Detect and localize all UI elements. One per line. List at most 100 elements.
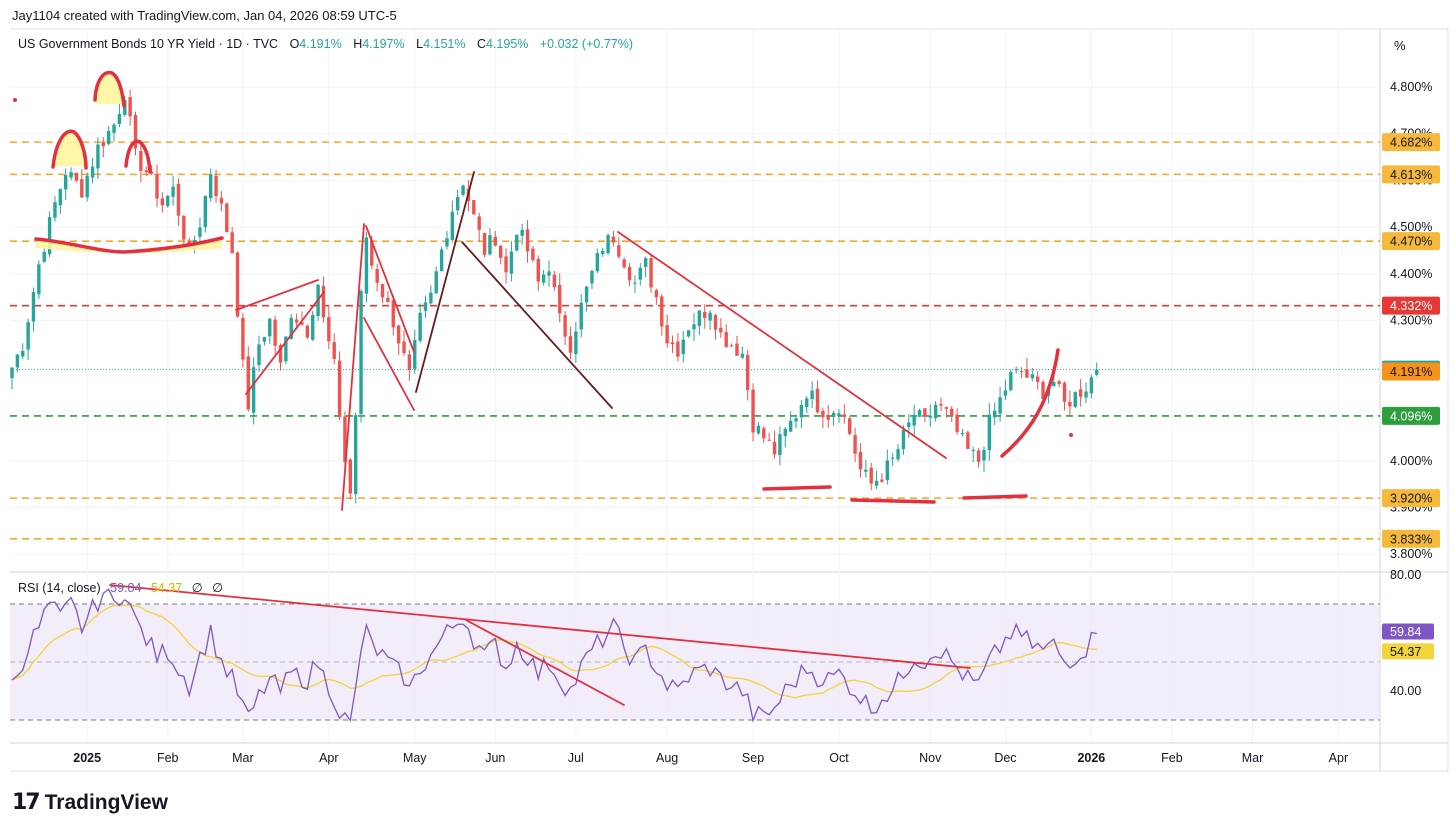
candle-body-135 xyxy=(735,343,739,356)
candle-body-51 xyxy=(284,336,288,362)
candle-body-4 xyxy=(31,292,36,322)
candle-body-185 xyxy=(1003,390,1008,396)
candle-body-141 xyxy=(767,439,771,441)
candle-body-31 xyxy=(176,183,181,216)
candle-body-86 xyxy=(472,200,476,215)
candle-body-134 xyxy=(729,345,734,347)
candle-body-138 xyxy=(751,389,755,433)
candle-body-107 xyxy=(584,286,589,303)
candle-body-26 xyxy=(149,171,154,174)
legend-open-label: O xyxy=(290,37,300,51)
candle-body-122 xyxy=(665,325,669,344)
bottom-mark-3 xyxy=(962,494,1028,500)
candle-body-20 xyxy=(117,113,122,125)
price-label-3: 4.332% xyxy=(1390,299,1432,313)
candle-body-112 xyxy=(611,236,616,243)
price-axis-ticks: 4.800%4.700%4.600%4.500%4.400%4.300%4.00… xyxy=(1390,80,1432,561)
unit-button-frame[interactable] xyxy=(1386,33,1440,57)
candle-body-79 xyxy=(434,271,438,294)
candle-body-45 xyxy=(251,367,256,413)
candle-body-144 xyxy=(783,428,787,437)
candle-body-118 xyxy=(643,258,648,267)
price-label-box-6 xyxy=(1382,406,1440,425)
time-tick-8: Sep xyxy=(742,751,764,765)
horizontal-levels xyxy=(10,141,1380,540)
time-tick-3: Apr xyxy=(319,751,338,765)
candle-body-84 xyxy=(461,185,465,195)
bottom-mark-1 xyxy=(762,485,832,491)
candle-body-116 xyxy=(633,282,637,284)
candle-body-159 xyxy=(864,469,868,472)
candle-body-6 xyxy=(42,252,46,262)
price-label-box-7 xyxy=(1382,489,1440,508)
candle-body-157 xyxy=(853,435,857,454)
candle-body-149 xyxy=(810,390,814,399)
user-drawings[interactable] xyxy=(13,70,1073,706)
candle-body-164 xyxy=(890,457,895,459)
price-axis-labels: 4.682%4.613%4.470%4.332%4.195%4.191%4.09… xyxy=(1382,133,1440,548)
candle-body-54 xyxy=(300,322,304,325)
candle-body-0 xyxy=(10,367,14,379)
candle-body-63 xyxy=(348,459,353,494)
candle-body-61 xyxy=(337,360,342,418)
svg-text:US Government Bonds 10 YR Yiel: US Government Bonds 10 YR Yield · 1D · T… xyxy=(18,37,633,51)
rsi-axis-labels: 59.84 54.37 xyxy=(1382,623,1434,660)
candle-body-19 xyxy=(112,124,116,133)
candle-body-99 xyxy=(541,274,546,283)
candle-body-106 xyxy=(579,302,583,330)
rsi-ma-line xyxy=(11,604,1097,699)
price-tick-0: 4.800% xyxy=(1390,80,1432,94)
candle-body-151 xyxy=(821,410,825,418)
candle-body-88 xyxy=(482,233,487,255)
candle-body-188 xyxy=(1019,371,1024,373)
candle-body-68 xyxy=(375,268,379,283)
candle-body-42 xyxy=(235,252,240,317)
candle-body-130 xyxy=(708,312,712,321)
candle-body-108 xyxy=(590,270,594,284)
candle-body-165 xyxy=(896,449,900,460)
candle-body-89 xyxy=(488,235,492,255)
candle-body-17 xyxy=(101,141,105,147)
candle-body-25 xyxy=(144,170,148,173)
rsi-short-trendline xyxy=(465,619,625,706)
time-tick-4: May xyxy=(403,751,427,765)
candle-body-67 xyxy=(370,240,374,266)
candle-body-127 xyxy=(692,324,696,330)
candle-body-52 xyxy=(289,317,293,339)
decline-line xyxy=(461,241,613,409)
candle-body-115 xyxy=(627,266,632,281)
candle-body-117 xyxy=(638,267,642,280)
candle-body-60 xyxy=(332,342,336,359)
candle-body-197 xyxy=(1068,401,1072,407)
candle-body-104 xyxy=(568,336,573,353)
candle-body-56 xyxy=(311,314,315,340)
candle-body-43 xyxy=(241,317,245,360)
candle-body-39 xyxy=(219,197,224,204)
candle-body-194 xyxy=(1052,381,1056,387)
legend-close-label: C xyxy=(477,37,486,51)
candle-body-181 xyxy=(982,449,986,461)
time-tick-10: Nov xyxy=(919,751,942,765)
candle-body-174 xyxy=(944,407,949,409)
candle-body-18 xyxy=(106,131,111,145)
recovery-curve xyxy=(1000,348,1060,458)
candle-body-139 xyxy=(756,425,761,434)
price-label-box-1 xyxy=(1382,165,1440,184)
legend-change: +0.032 (+0.77%) xyxy=(540,37,633,51)
candle-body-70 xyxy=(386,297,390,303)
legend-close-value: 4.195% xyxy=(486,37,528,51)
unit-button[interactable]: % xyxy=(1394,38,1406,53)
chart-canvas[interactable]: US Government Bonds 10 YR Yield · 1D · T… xyxy=(0,0,1456,780)
time-tick-13: Feb xyxy=(1161,751,1183,765)
candle-body-74 xyxy=(407,354,412,371)
tradingview-logo[interactable]: 17 TradingView xyxy=(12,790,168,815)
candle-body-198 xyxy=(1073,392,1077,407)
rsi-tick-0: 80.00 xyxy=(1390,568,1421,582)
legend-low-value: 4.151% xyxy=(423,37,465,51)
rsi-label-0: 59.84 xyxy=(1390,625,1421,639)
time-tick-14: Mar xyxy=(1242,751,1264,765)
candle-body-14 xyxy=(85,175,89,198)
candle-body-140 xyxy=(762,428,766,439)
candle-body-163 xyxy=(885,460,890,480)
candle-body-192 xyxy=(1041,381,1045,399)
